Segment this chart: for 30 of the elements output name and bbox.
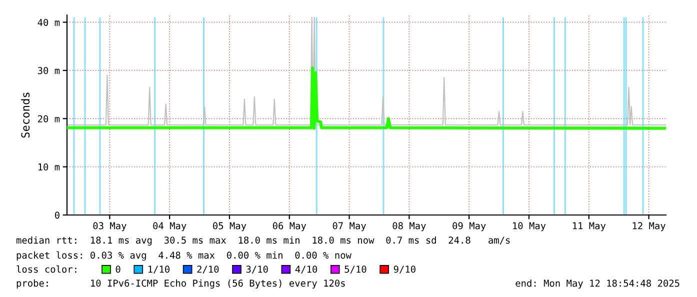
legend-label: 1/10 xyxy=(148,266,170,274)
y-tick-label: 40 m xyxy=(38,18,60,26)
x-tick-label: 12 May xyxy=(632,222,666,232)
y-axis-title: Seconds xyxy=(21,92,30,138)
x-tick-label: 03 May xyxy=(93,222,126,232)
y-tick-label: 10 m xyxy=(38,163,60,171)
line-series xyxy=(67,16,666,126)
x-tick-label: 07 May xyxy=(332,222,366,232)
legend-label: 5/10 xyxy=(344,266,366,274)
x-tick-label: 11 May xyxy=(572,222,606,232)
legend-label: 0 xyxy=(116,266,120,273)
text: end: Mon May 12 18:54:48 2025 xyxy=(516,279,680,289)
x-tick-label: 09 May xyxy=(452,222,486,232)
line-series xyxy=(67,66,666,130)
x-tick-label: 05 May xyxy=(213,222,246,232)
text: median rtt: 18.1 ms avg 30.5 ms max 18.0 ms min 18.0 ms now 0.7 ms sd 24.8 am/s xyxy=(16,236,510,246)
y-tick-label: 0 xyxy=(54,212,60,219)
legend-label: 3/10 xyxy=(246,266,268,274)
y-tick-label: 30 m xyxy=(38,67,60,74)
x-tick-label: 06 May xyxy=(272,222,306,232)
legend-label: 4/10 xyxy=(295,266,318,274)
x-tick-label: 08 May xyxy=(392,222,426,232)
text: probe: 10 IPv6-ICMP Echo Pings (56 Bytes) every 120s xyxy=(16,279,345,289)
text: packet loss: 0.03 % avg 4.48 % max 0.00 % min 0.00 % now xyxy=(16,251,352,261)
legend-label: 9/10 xyxy=(394,266,416,274)
x-tick-label: 10 May xyxy=(513,222,546,232)
legend-title: loss color: xyxy=(16,265,76,273)
legend-label: 2/10 xyxy=(197,266,219,274)
y-tick-label: 20 m xyxy=(38,115,60,122)
x-tick-label: 04 May xyxy=(153,222,186,232)
